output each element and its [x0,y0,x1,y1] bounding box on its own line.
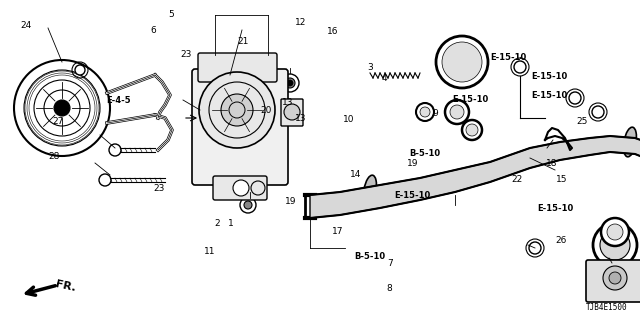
Circle shape [233,180,249,196]
Circle shape [601,218,629,246]
Circle shape [199,72,275,148]
Ellipse shape [623,127,636,157]
Text: 20: 20 [260,106,271,115]
Circle shape [420,107,430,117]
FancyBboxPatch shape [586,260,640,302]
Text: 8: 8 [387,284,392,293]
Circle shape [445,100,469,124]
Text: 15: 15 [556,175,568,184]
Circle shape [442,42,482,82]
Circle shape [569,92,581,104]
Text: 19: 19 [407,159,419,168]
Text: 2: 2 [215,220,220,228]
Text: 24: 24 [20,21,31,30]
Text: 17: 17 [332,227,344,236]
Text: 6: 6 [151,26,156,35]
Text: 7: 7 [388,260,393,268]
Text: E-15-10: E-15-10 [531,92,567,100]
Text: 23: 23 [180,50,191,59]
Circle shape [284,104,300,120]
Text: E-15-10: E-15-10 [538,204,573,213]
Text: TJB4E1500: TJB4E1500 [586,303,628,312]
Text: 26: 26 [555,236,566,245]
Text: B-5-10: B-5-10 [409,149,440,158]
Circle shape [592,106,604,118]
Circle shape [221,94,253,126]
Text: 21: 21 [237,37,249,46]
Circle shape [240,197,256,213]
Ellipse shape [364,175,376,205]
Circle shape [514,61,526,73]
Circle shape [603,266,627,290]
Circle shape [285,78,295,88]
Text: 14: 14 [349,170,361,179]
Circle shape [609,272,621,284]
Text: 13: 13 [295,114,307,123]
Text: E-15-10: E-15-10 [531,72,567,81]
Text: E-15-10: E-15-10 [395,191,431,200]
Circle shape [99,174,111,186]
Text: 10: 10 [343,116,355,124]
Text: 11: 11 [204,247,216,256]
FancyBboxPatch shape [213,176,267,200]
Circle shape [244,201,252,209]
Text: 25: 25 [577,117,588,126]
Text: E-4-5: E-4-5 [106,96,131,105]
Text: 13: 13 [282,98,294,107]
Text: 23: 23 [153,184,164,193]
FancyBboxPatch shape [192,69,288,185]
Circle shape [287,80,293,86]
Circle shape [462,120,482,140]
Circle shape [529,242,541,254]
Text: 1: 1 [228,220,233,228]
Text: 4: 4 [381,74,387,83]
Circle shape [109,144,121,156]
Text: 3: 3 [367,63,372,72]
Text: 9: 9 [433,109,438,118]
Circle shape [436,36,488,88]
Circle shape [607,224,623,240]
Text: E-15-10: E-15-10 [452,95,488,104]
Polygon shape [310,136,640,218]
Text: FR.: FR. [55,279,77,293]
Circle shape [54,100,70,116]
FancyBboxPatch shape [198,53,277,82]
Circle shape [75,65,85,75]
Text: 27: 27 [52,117,63,126]
Circle shape [281,74,299,92]
Text: 12: 12 [295,18,307,27]
Text: 18: 18 [546,159,557,168]
Text: B-5-10: B-5-10 [355,252,385,261]
Text: 5: 5 [169,10,174,19]
Text: 28: 28 [49,152,60,161]
FancyBboxPatch shape [281,99,303,126]
Text: 22: 22 [511,175,523,184]
Circle shape [593,223,637,267]
Circle shape [466,124,478,136]
Text: 16: 16 [327,28,339,36]
Text: 19: 19 [285,197,297,206]
Circle shape [416,103,434,121]
Circle shape [600,230,630,260]
Circle shape [450,105,464,119]
Text: E-15-10: E-15-10 [491,53,527,62]
